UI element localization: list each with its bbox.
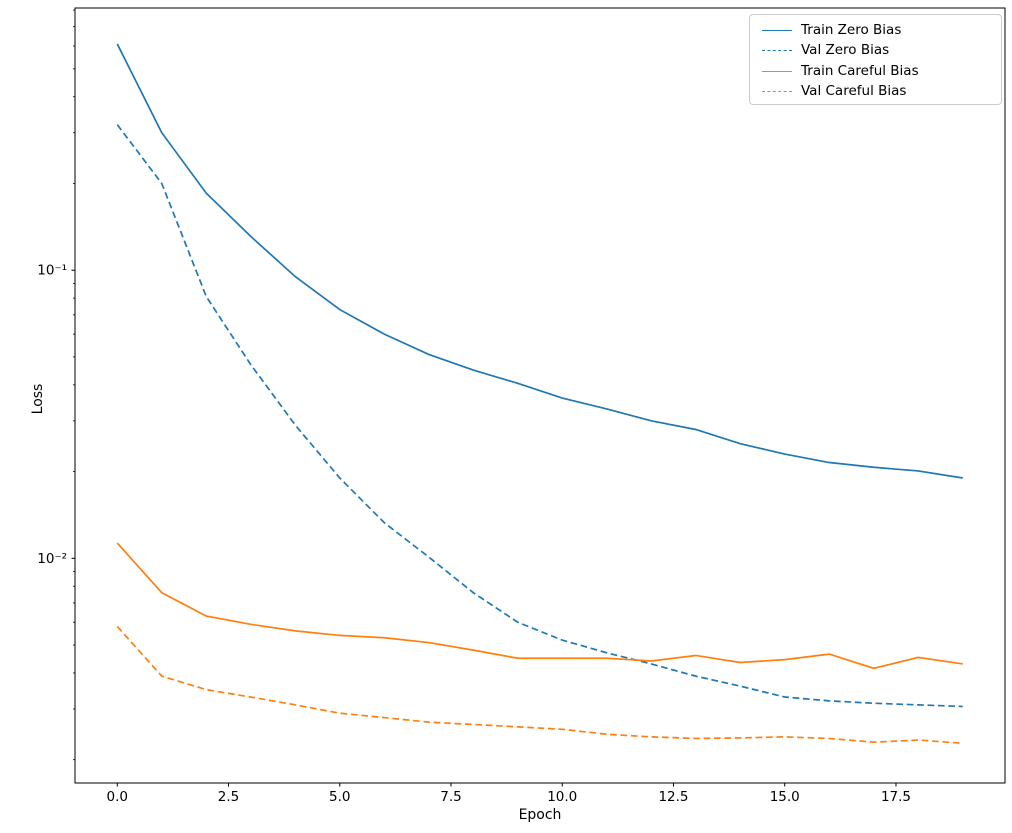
line-val-zero-bias [116, 124, 963, 708]
x-tick-label: 2.5 [218, 789, 239, 805]
legend-label-val-zero-bias: Val Zero Bias [801, 42, 890, 58]
val-careful-bias-line-sample [762, 91, 792, 93]
y-axis-ticks: 10⁻¹ 10⁻² [37, 263, 75, 567]
x-tick-label: 12.5 [658, 789, 688, 805]
train-zero-bias-line-sample [762, 29, 792, 31]
x-tick-label: 17.5 [881, 789, 911, 805]
y-axis-minor-ticks [73, 9, 75, 761]
x-tick-label: 5.0 [329, 789, 350, 805]
x-axis-label: Epoch [518, 807, 562, 823]
y-tick-label: 10⁻² [37, 551, 67, 567]
legend-item-train-zero-bias: Train Zero Bias [762, 20, 1001, 41]
legend: Train Zero Bias Val Zero Bias Train Care… [749, 14, 1002, 105]
x-tick-label: 0.0 [107, 789, 128, 805]
x-tick-label: 15.0 [770, 789, 800, 805]
x-tick-label: 10.0 [547, 789, 577, 805]
legend-label-val-careful-bias: Val Careful Bias [801, 83, 907, 99]
line-val-careful-bias [116, 625, 963, 745]
x-axis-ticks: 0.0 2.5 5.0 7.5 10.0 12.5 15.0 17.5 [107, 783, 911, 805]
legend-item-train-careful-bias: Train Careful Bias [762, 61, 1001, 82]
legend-label-train-zero-bias: Train Zero Bias [801, 21, 902, 38]
y-tick-label: 10⁻¹ [37, 263, 67, 279]
legend-item-val-careful-bias: Val Careful Bias [762, 82, 1001, 103]
line-train-careful-bias [116, 542, 963, 670]
plot-border [74, 7, 1006, 784]
y-axis-label: Loss [30, 383, 46, 415]
legend-item-val-zero-bias: Val Zero Bias [762, 41, 1001, 62]
val-zero-bias-line-sample [762, 50, 792, 52]
legend-label-train-careful-bias: Train Careful Bias [801, 62, 919, 79]
line-train-zero-bias [116, 43, 963, 479]
train-careful-bias-line-sample [762, 70, 792, 72]
x-tick-label: 7.5 [440, 789, 461, 805]
